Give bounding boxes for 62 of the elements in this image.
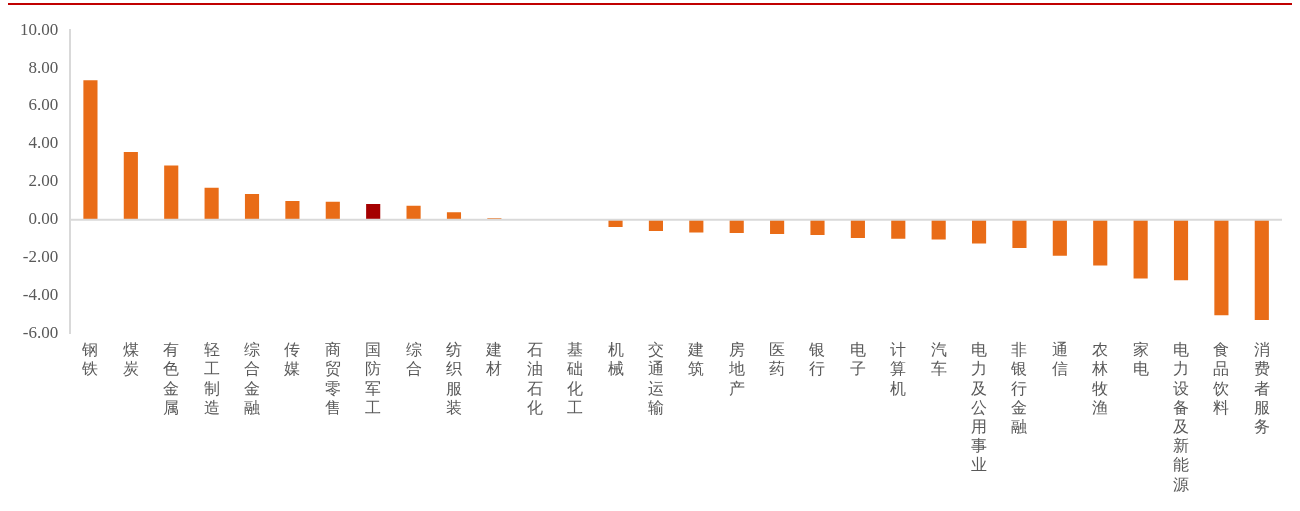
x-tick-label: 机械	[607, 341, 624, 378]
x-tick-label: 石油石化	[526, 341, 543, 416]
bar	[1093, 219, 1108, 266]
y-tick-label: 6.00	[28, 95, 59, 115]
bar	[1254, 219, 1269, 320]
x-tick-label: 纺织服装	[445, 341, 462, 416]
x-tick-label: 通信	[1051, 341, 1068, 378]
x-tick-label: 汽车	[930, 341, 947, 378]
x-tick-label: 基础化工	[566, 341, 584, 416]
x-tick-label: 建筑	[687, 341, 705, 378]
x-tick-label: 医药	[769, 341, 786, 378]
y-tick-label: 4.00	[28, 133, 59, 153]
x-tick-label: 银行	[808, 341, 826, 378]
x-tick-label: 钢铁	[81, 341, 99, 378]
bar	[810, 219, 825, 236]
x-tick-label: 商贸零售	[324, 341, 341, 416]
bar	[770, 219, 785, 234]
x-tick-label: 煤炭	[122, 341, 139, 378]
bar	[123, 152, 138, 220]
x-tick-label: 电子	[849, 341, 866, 378]
bar	[204, 187, 219, 220]
bar	[1214, 219, 1229, 316]
y-tick-label: -2.00	[22, 247, 59, 267]
bar	[244, 193, 260, 220]
bar	[325, 201, 340, 220]
y-tick-label: -4.00	[22, 284, 59, 304]
y-tick-label: 0.00	[28, 209, 59, 229]
bar	[406, 205, 421, 220]
bar	[285, 200, 300, 220]
bar	[891, 219, 906, 239]
x-tick-label: 电力及公用事业	[971, 341, 988, 474]
x-tick-label: 有色金属	[163, 341, 180, 416]
bar	[83, 80, 98, 220]
x-tick-label: 国防军工	[365, 341, 382, 416]
y-tick-label: 10.00	[20, 19, 59, 39]
bar	[1173, 219, 1189, 281]
bar	[931, 219, 946, 240]
x-tick-label: 电力设备及新能源	[1173, 341, 1190, 493]
x-tick-label: 消费者服务	[1253, 341, 1270, 435]
bar	[971, 219, 987, 244]
x-tick-label: 家电	[1132, 341, 1149, 378]
bar	[1133, 219, 1148, 279]
bar	[366, 203, 381, 220]
y-tick-label: 8.00	[28, 57, 59, 77]
x-tick-label: 建材	[485, 341, 503, 378]
x-tick-label: 综合	[405, 341, 422, 378]
x-tick-label: 轻工制造	[203, 341, 220, 416]
x-tick-label: 农林牧渔	[1091, 341, 1109, 416]
y-tick-label: 2.00	[28, 171, 59, 191]
bar	[1052, 219, 1067, 256]
bar	[164, 165, 179, 220]
x-tick-label: 计算机	[890, 341, 907, 397]
bar	[850, 219, 865, 239]
bar	[1012, 219, 1027, 248]
y-tick-label: -6.00	[22, 322, 59, 342]
x-tick-label: 交通运输	[647, 341, 664, 416]
bar	[689, 219, 704, 233]
x-tick-label: 食品饮料	[1212, 341, 1230, 416]
x-tick-label: 综合金融	[244, 341, 261, 416]
x-tick-label: 非银行金融	[1010, 341, 1028, 435]
x-tick-label: 传媒	[284, 341, 301, 378]
x-tick-label: 房地产	[727, 341, 745, 397]
